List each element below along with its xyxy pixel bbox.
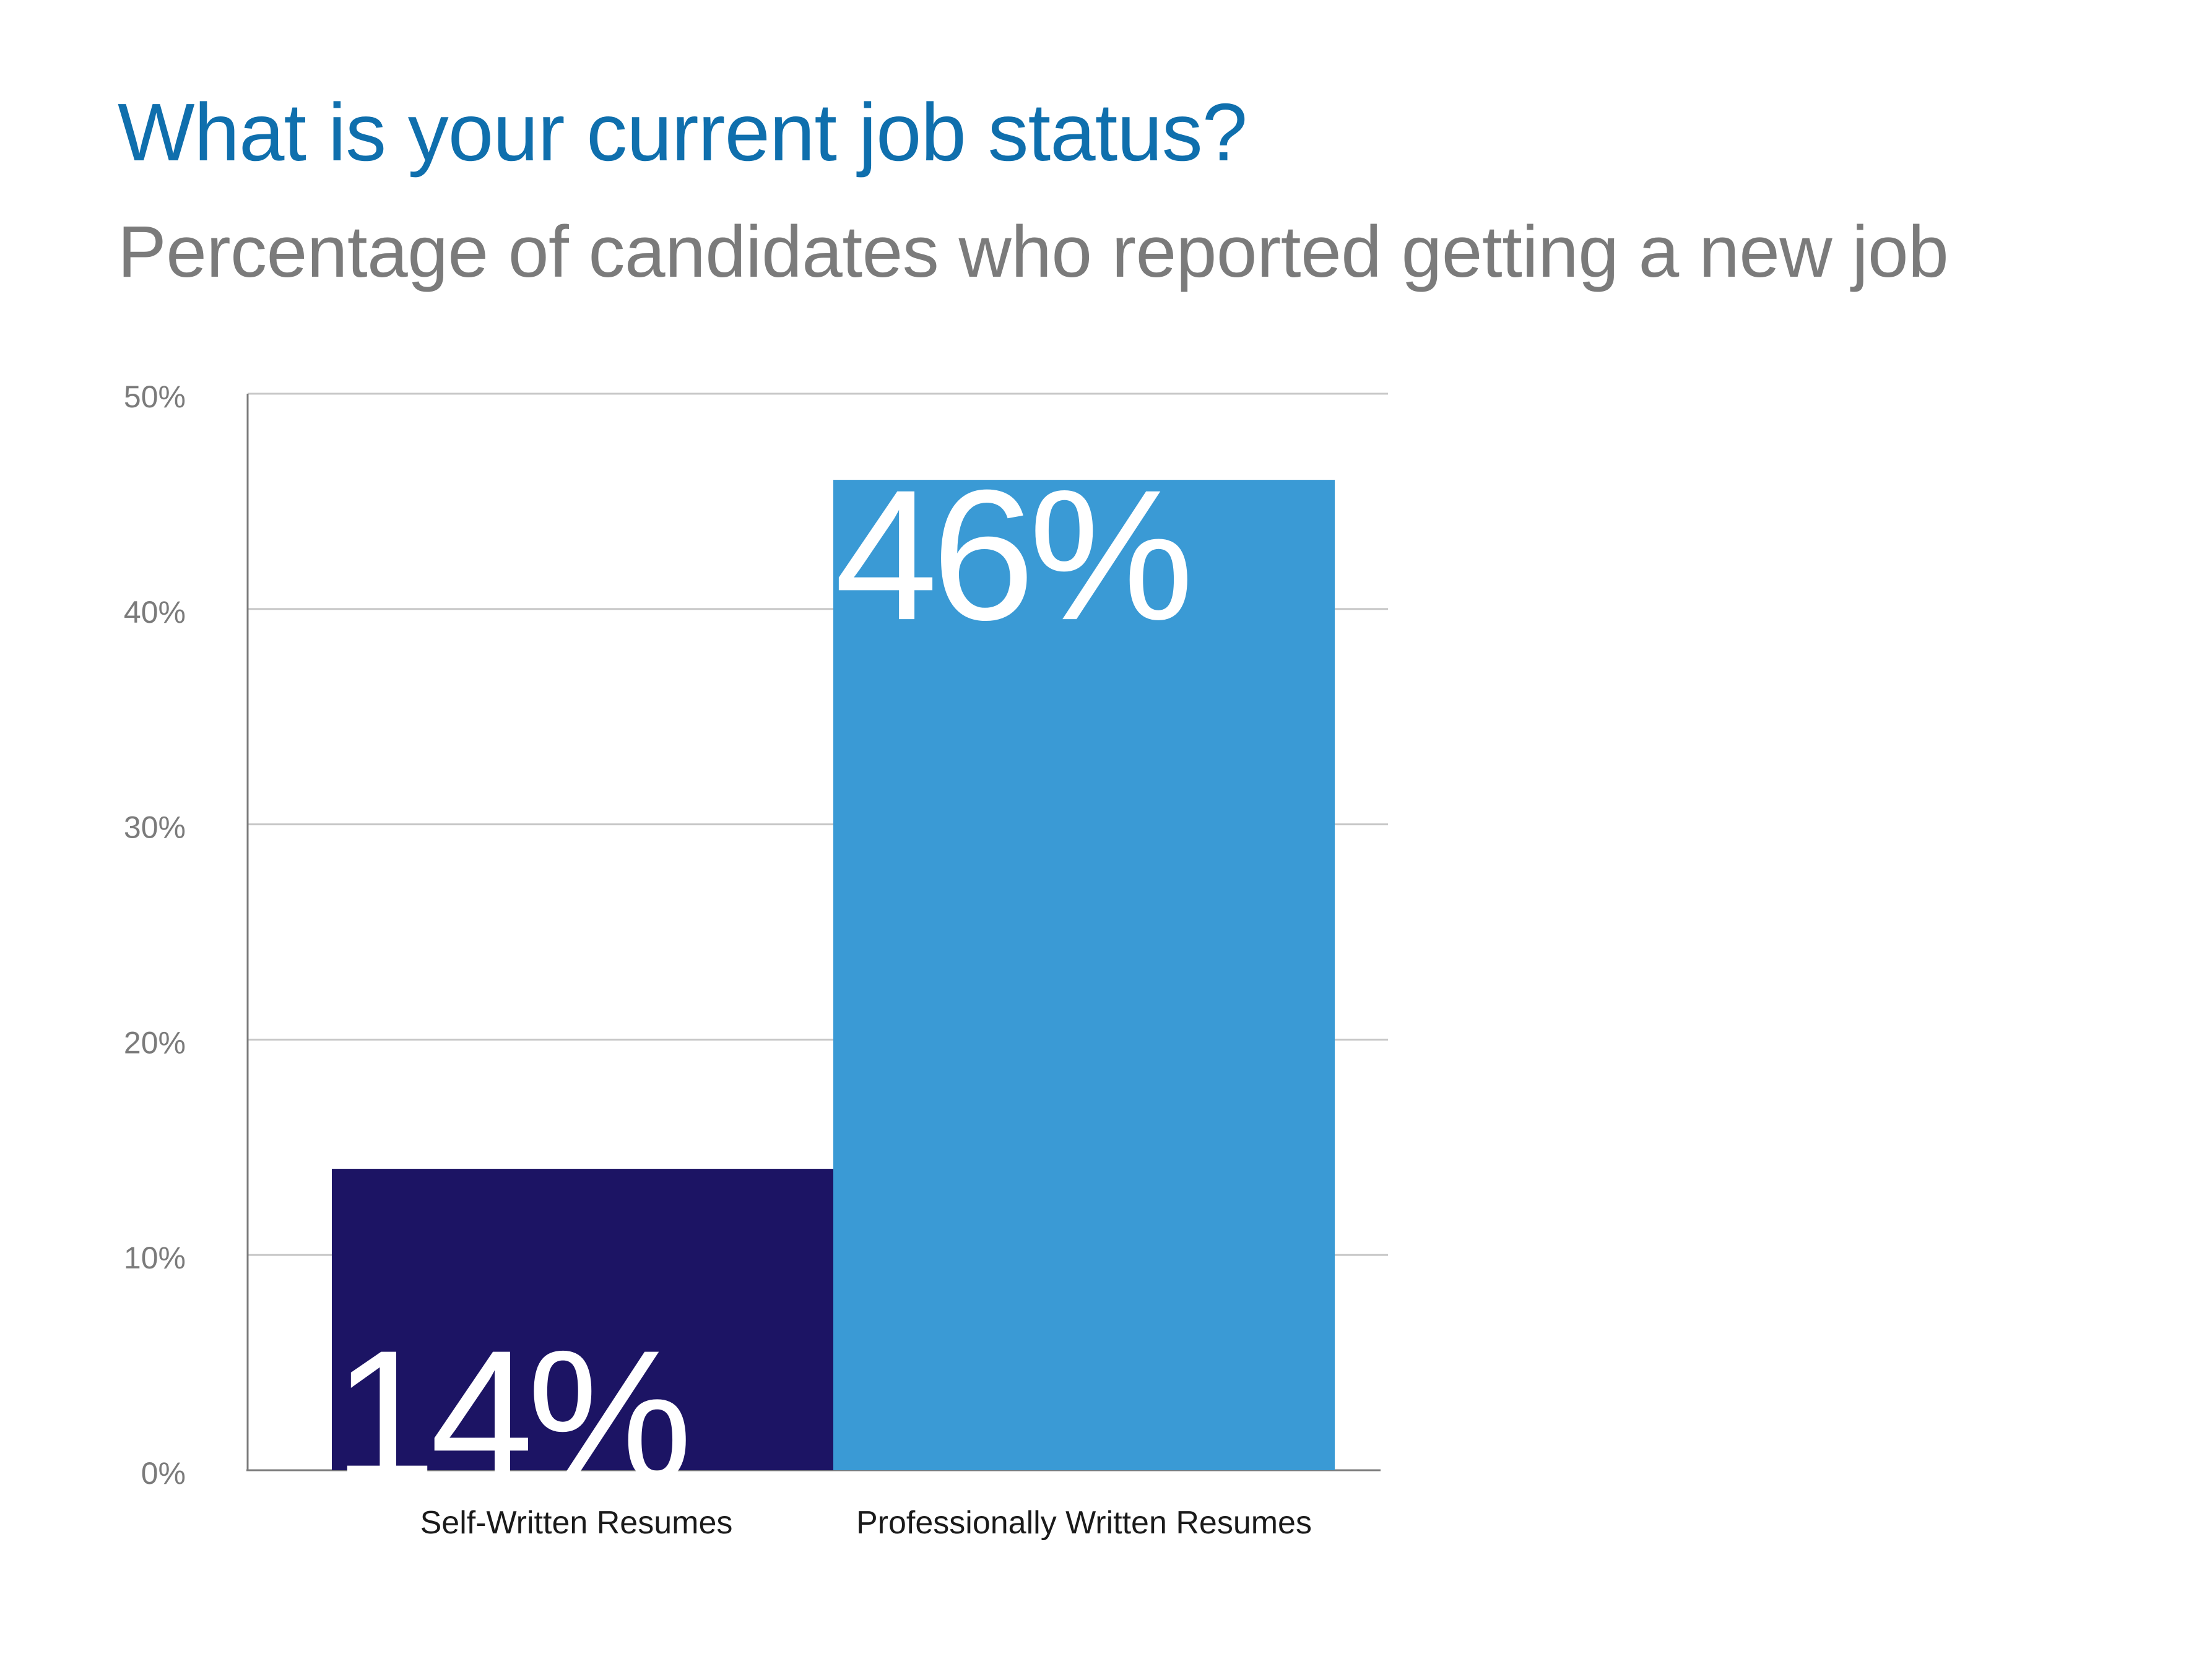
category-label-1: Self-Written Resumes	[420, 1505, 733, 1541]
y-tick-label: 50%	[124, 379, 186, 414]
y-tick-label: 40%	[124, 595, 186, 630]
bar-1	[332, 1169, 833, 1470]
value-labels: 14% 46%	[333, 451, 1195, 1519]
value-label-1: 14%	[333, 1311, 687, 1519]
chart-subtitle: Percentage of candidates who reported ge…	[118, 211, 1949, 293]
category-labels: Self-Written Resumes Professionally Writt…	[420, 1505, 1312, 1541]
y-tick-label: 30%	[124, 810, 186, 845]
bars	[332, 480, 1335, 1470]
y-tick-label: 20%	[124, 1025, 186, 1060]
y-tick-label: 10%	[124, 1241, 186, 1275]
bar-2	[833, 480, 1335, 1470]
y-tick-label: 0%	[141, 1456, 186, 1491]
value-label-2: 46%	[835, 451, 1189, 659]
y-tick-labels: 0% 10% 20% 30% 40% 50%	[124, 379, 186, 1491]
chart-title: What is your current job status?	[118, 87, 1247, 178]
category-label-2: Professionally Written Resumes	[856, 1505, 1312, 1541]
